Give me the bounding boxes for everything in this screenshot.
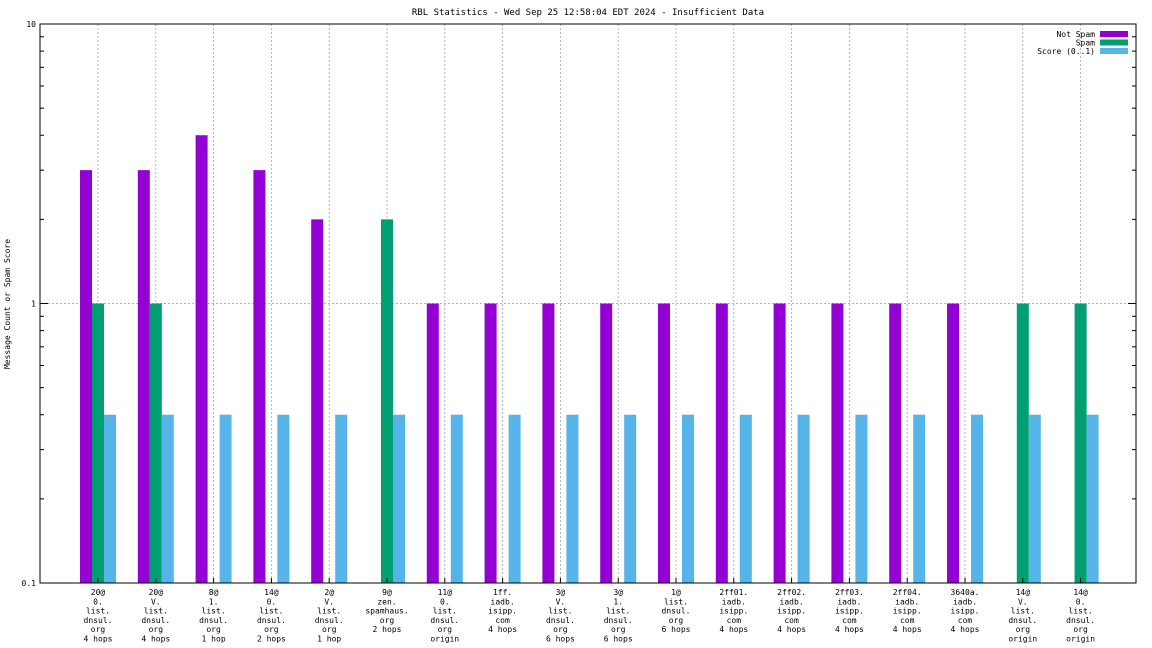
y-tick-label: 10 xyxy=(26,20,36,29)
bar-score-0-1 xyxy=(277,414,290,583)
bar-spam xyxy=(381,219,393,583)
x-tick-label: 3@ 1. list. dnsul. org 6 hops xyxy=(604,588,633,644)
x-tick-label: 1ff. iadb. isipp. com 4 hops xyxy=(488,588,517,634)
axis-labels: 0.1 1 10 20@ 0. list. dnsul. org 4 hops 20@ V. list… xyxy=(22,20,1096,644)
bar-spam xyxy=(1016,303,1029,583)
bar-score-0-1 xyxy=(508,414,521,583)
y-tick-label: 0.1 xyxy=(22,579,37,588)
bar-score-0-1 xyxy=(855,414,868,583)
x-tick-label: 2ff01. iadb. isipp. com 4 hops xyxy=(719,588,748,634)
legend-label: Spam xyxy=(1076,39,1095,48)
x-tick-label: 3@ V. list. dnsul. org 6 hops xyxy=(546,588,575,644)
bar-score-0-1 xyxy=(624,414,637,583)
bar-score-0-1 xyxy=(393,414,405,583)
y-tick-label: 1 xyxy=(31,300,36,309)
bar-spam xyxy=(1074,303,1087,583)
x-tick-label: 1@ list. dnsul. org 6 hops xyxy=(662,588,691,634)
bar-not-spam xyxy=(773,303,786,583)
bar-spam xyxy=(92,303,104,583)
x-tick-label: 3640a. iadb. isipp. com 4 hops xyxy=(951,588,980,634)
axis-ticks xyxy=(40,23,1136,584)
bar-not-spam xyxy=(311,219,324,583)
bar-score-0-1 xyxy=(335,414,348,583)
x-tick-label: 2@ V. list. dnsul. org 1 hop xyxy=(315,588,344,644)
x-tick-label: 2ff02. iadb. isipp. com 4 hops xyxy=(777,588,806,634)
bar-not-spam xyxy=(542,303,555,583)
x-tick-label: 2ff04. iadb. isipp. com 4 hops xyxy=(893,588,922,634)
chart-title: RBL Statistics - Wed Sep 25 12:58:04 EDT… xyxy=(412,8,764,18)
bar-score-0-1 xyxy=(797,414,810,583)
x-tick-label: 14@ 0. list. dnsul. org 2 hops xyxy=(257,588,286,644)
bar-score-0-1 xyxy=(1086,414,1099,583)
x-tick-label: 9@ zen. spamhaus. org 2 hops xyxy=(365,588,408,634)
bar-score-0-1 xyxy=(450,414,463,583)
bar-not-spam xyxy=(137,170,150,584)
bar-not-spam xyxy=(889,303,902,583)
bar-not-spam xyxy=(600,303,613,583)
bars xyxy=(80,135,1099,584)
bar-score-0-1 xyxy=(566,414,579,583)
bar-not-spam xyxy=(715,303,728,583)
legend-label: Score (0..1) xyxy=(1037,47,1095,56)
x-tick-label: 14@ 0. list. dnsul. org origin xyxy=(1066,588,1095,644)
y-axis-label: Message Count or Spam Score xyxy=(3,239,12,369)
bar-score-0-1 xyxy=(913,414,926,583)
bar-score-0-1 xyxy=(104,414,116,583)
bar-not-spam xyxy=(831,303,844,583)
bar-score-0-1 xyxy=(219,414,232,583)
legend-swatch xyxy=(1100,31,1128,37)
legend-swatch xyxy=(1100,48,1128,54)
bar-not-spam xyxy=(947,303,959,583)
legend-swatch xyxy=(1100,39,1128,46)
bar-not-spam xyxy=(484,303,497,583)
bar-score-0-1 xyxy=(971,414,983,583)
x-tick-label: 8@ 1. list. dnsul. org 1 hop xyxy=(199,588,228,644)
bar-not-spam xyxy=(253,170,266,584)
x-tick-label: 20@ V. list. dnsul. org 4 hops xyxy=(141,588,170,644)
bar-not-spam xyxy=(80,170,92,584)
bar-score-0-1 xyxy=(161,414,174,583)
legend-label: Not Spam xyxy=(1056,30,1095,39)
x-tick-label: 20@ 0. list. dnsul. org 4 hops xyxy=(84,588,113,644)
bar-not-spam xyxy=(658,303,670,583)
bar-score-0-1 xyxy=(1028,414,1041,583)
bar-spam xyxy=(149,303,162,583)
x-tick-label: 2ff03. iadb. isipp. com 4 hops xyxy=(835,588,864,634)
bar-score-0-1 xyxy=(682,414,694,583)
x-tick-label: 11@ 0. list. dnsul. org origin xyxy=(430,588,459,644)
bar-not-spam xyxy=(426,303,439,583)
x-tick-label: 14@ V. list. dnsul. org origin xyxy=(1008,588,1037,644)
bar-not-spam xyxy=(195,135,208,583)
bar-score-0-1 xyxy=(739,414,752,583)
